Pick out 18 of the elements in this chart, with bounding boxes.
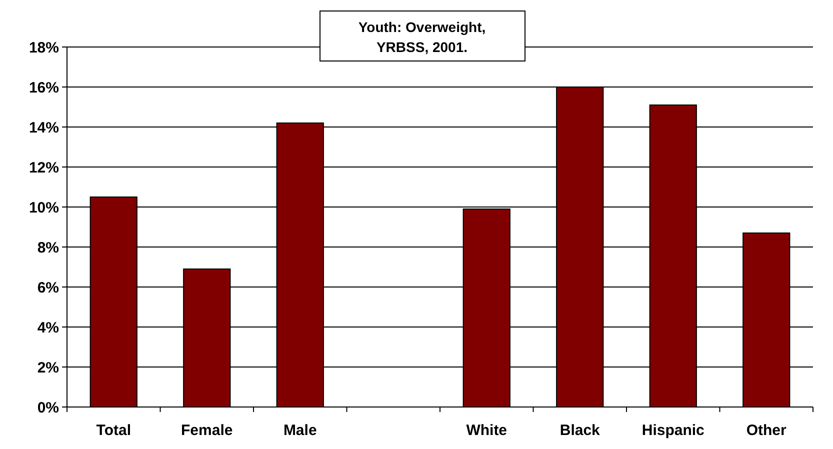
y-tick-label: 14%	[28, 119, 59, 136]
x-tick-label: Black	[560, 422, 601, 439]
x-tick-label: Male	[283, 422, 317, 439]
y-tick-label: 12%	[28, 159, 59, 176]
y-tick-label: 0%	[37, 399, 59, 416]
x-tick-label: White	[466, 422, 508, 439]
x-tick-label: Other	[746, 422, 787, 439]
y-tick-label: 16%	[28, 79, 59, 96]
y-tick-label: 6%	[37, 279, 59, 296]
chart-title: Youth: Overweight, YRBSS, 2001.	[358, 19, 486, 55]
y-tick-label: 10%	[28, 199, 59, 216]
y-tick-label: 2%	[37, 359, 59, 376]
x-tick-label: Total	[96, 422, 131, 439]
y-tick-label: 8%	[37, 239, 59, 256]
x-tick-label: Hispanic	[642, 422, 704, 439]
x-tick-label: Female	[181, 422, 233, 439]
y-tick-label: 18%	[28, 39, 59, 56]
y-tick-label: 4%	[37, 319, 59, 336]
